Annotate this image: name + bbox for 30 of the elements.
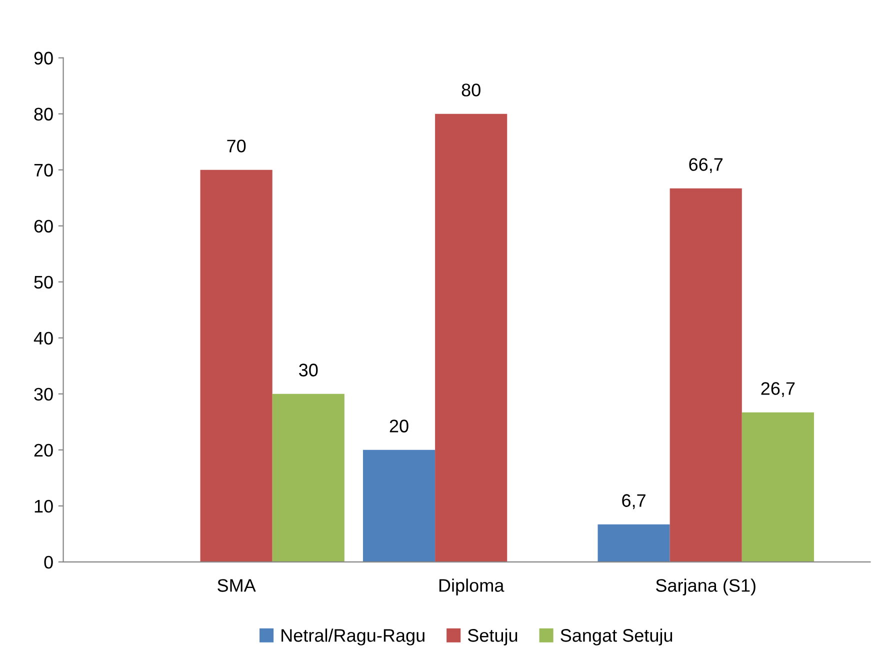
bar <box>200 170 272 562</box>
y-tick-label: 20 <box>34 444 53 457</box>
y-tick-label: 10 <box>34 500 53 513</box>
y-tick-label: 60 <box>34 220 53 233</box>
y-tick-label: 90 <box>34 52 53 65</box>
y-tick-label: 0 <box>44 556 53 569</box>
data-label: 66,7 <box>689 158 723 174</box>
bar <box>742 412 814 562</box>
data-label: 30 <box>299 364 318 376</box>
y-tick-label: 70 <box>34 164 53 177</box>
data-label: 26,7 <box>761 382 795 398</box>
data-label: 20 <box>390 420 408 432</box>
bar <box>435 114 508 562</box>
y-tick-label: 40 <box>34 332 53 345</box>
legend-label: Sangat Setuju <box>560 628 672 646</box>
y-tick-label: 50 <box>34 276 53 289</box>
x-tick-label: Diploma <box>439 578 504 596</box>
bar <box>362 450 436 562</box>
y-tick-label: 30 <box>34 388 53 401</box>
data-label: 80 <box>462 84 480 96</box>
data-label: 6,7 <box>622 494 646 510</box>
bar <box>272 394 344 562</box>
y-tick-label: 80 <box>34 108 53 121</box>
bar <box>598 524 670 562</box>
legend-label: Netral/Ragu-Ragu <box>282 628 424 646</box>
data-label: 70 <box>227 140 246 152</box>
x-tick-label: SMA <box>218 579 256 592</box>
x-tick-label: Sarjana (S1) <box>656 578 756 596</box>
legend-label: Setuju <box>468 628 518 646</box>
bar <box>670 188 742 562</box>
